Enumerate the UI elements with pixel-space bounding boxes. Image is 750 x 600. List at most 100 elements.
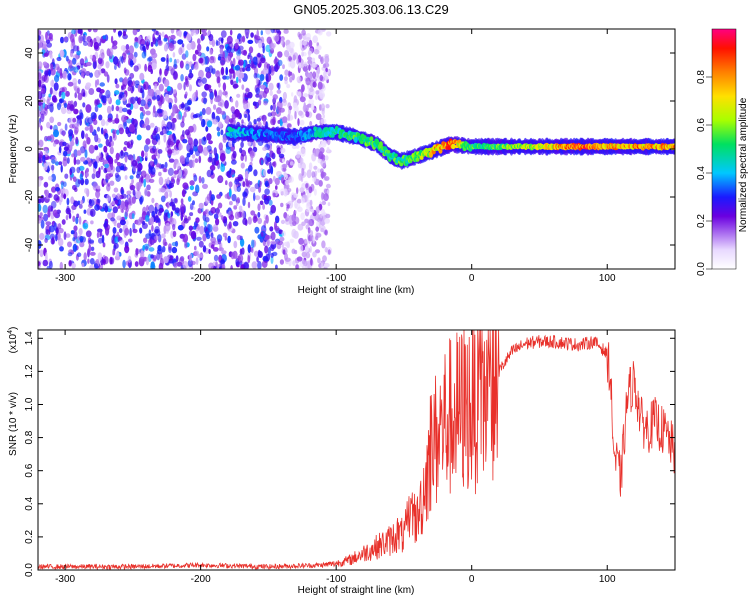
noise-blob: [51, 236, 55, 245]
noise-blob: [164, 191, 169, 199]
noise-blob: [123, 146, 127, 152]
noise-blob: [208, 140, 213, 145]
noise-blob: [140, 99, 146, 107]
noise-blob: [46, 42, 52, 48]
noise-blob: [134, 80, 140, 86]
noise-blob: [61, 91, 66, 100]
noise-blob: [298, 237, 304, 245]
noise-blob: [116, 231, 120, 237]
noise-blob: [94, 133, 99, 143]
noise-blob: [278, 153, 285, 159]
spectrogram-ytick-label: 20: [24, 95, 35, 107]
noise-blob: [188, 125, 194, 133]
noise-blob: [48, 32, 53, 40]
noise-blob: [305, 183, 309, 189]
noise-blob: [161, 233, 166, 239]
noise-blob: [51, 186, 57, 193]
noise-blob: [94, 146, 99, 151]
noise-blob: [236, 76, 239, 84]
noise-blob: [242, 197, 246, 207]
noise-blob: [289, 238, 295, 244]
noise-blob: [276, 29, 280, 34]
noise-blob: [225, 180, 228, 186]
noise-blob: [132, 80, 136, 87]
noise-blob: [143, 178, 146, 188]
noise-blob: [165, 222, 171, 232]
noise-blob: [79, 235, 84, 242]
noise-blob: [69, 141, 73, 150]
noise-blob: [180, 198, 184, 205]
noise-blob: [136, 190, 142, 200]
noise-blob: [219, 212, 222, 217]
noise-blob: [187, 106, 191, 112]
noise-blob: [288, 176, 294, 183]
noise-blob: [297, 206, 303, 213]
noise-blob: [192, 144, 199, 152]
noise-blob: [162, 167, 167, 173]
noise-blob: [157, 40, 163, 46]
noise-blob: [43, 213, 49, 222]
noise-blob: [79, 173, 83, 181]
noise-blob: [120, 165, 125, 171]
noise-blob: [98, 143, 103, 148]
noise-blob: [317, 29, 323, 36]
noise-blob: [84, 149, 88, 159]
noise-blob: [140, 87, 143, 94]
noise-blob: [299, 187, 305, 193]
noise-blob: [295, 264, 300, 269]
noise-blob: [90, 246, 95, 251]
noise-blob: [308, 49, 311, 58]
noise-blob: [234, 42, 239, 49]
noise-blob: [306, 169, 312, 179]
noise-blob: [152, 105, 156, 114]
noise-blob: [167, 212, 171, 219]
noise-blob: [283, 212, 288, 219]
noise-blob: [111, 104, 114, 112]
noise-blob: [167, 149, 173, 154]
noise-blob: [213, 254, 219, 262]
noise-blob: [197, 43, 202, 52]
noise-blob: [75, 159, 81, 165]
noise-blob: [56, 102, 62, 111]
noise-blob: [89, 54, 93, 60]
noise-blob: [231, 169, 235, 176]
noise-blob: [96, 231, 100, 239]
noise-blob: [325, 104, 330, 109]
noise-blob: [158, 176, 164, 186]
noise-blob: [182, 182, 189, 190]
noise-blob: [132, 228, 138, 234]
noise-blob: [134, 261, 139, 267]
noise-blob: [185, 63, 190, 71]
noise-blob: [201, 77, 207, 84]
noise-blob: [137, 162, 143, 171]
noise-blob: [55, 233, 58, 242]
noise-blob: [308, 162, 313, 170]
noise-blob: [301, 221, 306, 227]
noise-blob: [237, 45, 244, 51]
noise-blob: [305, 111, 310, 118]
noise-blob: [173, 70, 178, 80]
noise-blob: [69, 124, 75, 129]
noise-blob: [228, 214, 235, 221]
noise-blob: [139, 112, 144, 120]
noise-blob: [126, 109, 132, 115]
noise-blob: [257, 260, 262, 269]
noise-blob: [116, 193, 121, 200]
noise-blob: [48, 93, 52, 98]
noise-blob: [38, 90, 43, 100]
noise-blob: [64, 123, 68, 131]
noise-blob: [235, 100, 239, 108]
noise-blob: [118, 228, 123, 234]
noise-blob: [155, 214, 159, 224]
noise-blob: [67, 81, 74, 87]
noise-blob: [319, 93, 325, 98]
noise-blob: [266, 77, 269, 85]
noise-blob: [184, 156, 190, 165]
noise-blob: [202, 233, 207, 242]
noise-blob: [128, 45, 134, 55]
snr-marks: [38, 330, 675, 570]
noise-blob: [66, 157, 70, 164]
noise-blob: [276, 170, 282, 178]
noise-blob: [167, 167, 174, 176]
noise-blob: [220, 163, 226, 172]
